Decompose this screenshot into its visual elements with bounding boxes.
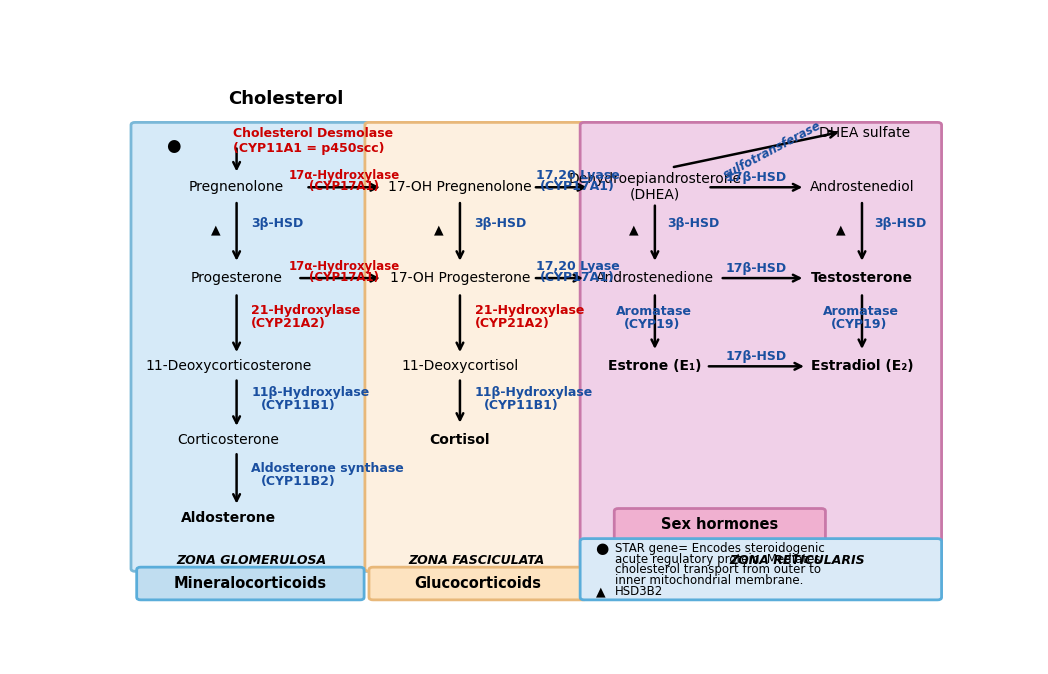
Text: 17β-HSD: 17β-HSD [726,171,787,185]
Text: 3β-HSD: 3β-HSD [667,217,719,230]
Text: 11β-Hydroxylase: 11β-Hydroxylase [252,386,370,399]
Text: Dehydroepiandrosterone: Dehydroepiandrosterone [568,173,741,187]
Text: 17-OH Pregnenolone: 17-OH Pregnenolone [388,180,531,194]
Text: Sex hormones: Sex hormones [661,517,779,532]
Text: (CYP19): (CYP19) [831,318,888,332]
Text: (CYP17A1): (CYP17A1) [309,270,379,284]
Text: Glucocorticoids: Glucocorticoids [414,576,542,590]
Text: 3β-HSD: 3β-HSD [252,217,304,230]
Text: ZONA GLOMERULOSA: ZONA GLOMERULOSA [176,555,326,568]
Text: ZONA RETICULARIS: ZONA RETICULARIS [729,555,865,568]
Text: (CYP11B1): (CYP11B1) [484,399,559,412]
Text: 17-OH Progesterone: 17-OH Progesterone [390,271,530,285]
Text: (CYP21A2): (CYP21A2) [252,317,326,330]
Text: ▲: ▲ [595,585,605,598]
Text: (CYP21A2): (CYP21A2) [475,317,549,330]
Text: 11-Deoxycortisol: 11-Deoxycortisol [401,359,519,373]
Text: ▲: ▲ [836,224,846,237]
Text: Estradiol (E₂): Estradiol (E₂) [811,359,913,373]
Text: sulfotransferase: sulfotransferase [721,119,824,181]
Text: (CYP17A1): (CYP17A1) [541,180,615,193]
Text: STAR gene= Encodes steroidogenic: STAR gene= Encodes steroidogenic [615,543,825,555]
Text: cholesterol transport from outer to: cholesterol transport from outer to [615,563,821,576]
Text: acute regulatory protein. Mediates: acute regulatory protein. Mediates [615,553,821,566]
Text: Aldosterone: Aldosterone [181,511,276,525]
Text: Mineralocorticoids: Mineralocorticoids [174,576,327,590]
Text: 3β-HSD: 3β-HSD [475,217,527,230]
Text: Cholesterol Desmolase: Cholesterol Desmolase [233,127,393,140]
Text: HSD3B2: HSD3B2 [615,585,663,598]
Text: 17β-HSD: 17β-HSD [726,262,787,275]
Text: Aldosterone synthase: Aldosterone synthase [252,462,403,475]
FancyBboxPatch shape [614,508,826,541]
Text: ▲: ▲ [629,224,638,237]
Text: Aromatase: Aromatase [616,305,692,318]
FancyBboxPatch shape [581,539,941,600]
Text: 17,20 Lyase: 17,20 Lyase [536,260,619,273]
FancyBboxPatch shape [369,567,587,600]
Text: ▲: ▲ [434,224,443,237]
Text: Progesterone: Progesterone [191,271,283,285]
Text: ●: ● [166,137,180,155]
Text: Aromatase: Aromatase [823,305,899,318]
FancyBboxPatch shape [136,567,364,600]
Text: 17α-Hydroxylase: 17α-Hydroxylase [288,260,400,273]
Text: Androstenedione: Androstenedione [596,271,714,285]
Text: (CYP11B2): (CYP11B2) [261,475,335,488]
Text: ▲: ▲ [211,224,220,237]
Text: Testosterone: Testosterone [811,271,913,285]
Text: Estrone (E₁): Estrone (E₁) [608,359,701,373]
Text: inner mitochondrial membrane.: inner mitochondrial membrane. [615,574,804,586]
FancyBboxPatch shape [365,123,588,572]
Text: ZONA FASCICULATA: ZONA FASCICULATA [408,555,544,568]
Text: 11β-Hydroxylase: 11β-Hydroxylase [475,386,593,399]
Text: ●: ● [595,541,609,557]
FancyBboxPatch shape [131,123,371,572]
Text: Pregnenolone: Pregnenolone [189,180,284,194]
Text: (CYP11B1): (CYP11B1) [261,399,335,412]
Text: (CYP19): (CYP19) [624,318,680,332]
Text: DHEA sulfate: DHEA sulfate [818,126,910,140]
Text: (CYP11A1 = p450scc): (CYP11A1 = p450scc) [233,142,384,155]
Text: 11-Deoxycorticosterone: 11-Deoxycorticosterone [146,359,311,373]
Text: Androstenediol: Androstenediol [810,180,914,194]
Text: 17α-Hydroxylase: 17α-Hydroxylase [288,169,400,183]
Text: 17β-HSD: 17β-HSD [726,350,787,363]
Text: (DHEA): (DHEA) [630,187,680,201]
FancyBboxPatch shape [581,123,941,572]
Text: (CYP17A1): (CYP17A1) [541,270,615,284]
Text: Corticosterone: Corticosterone [177,433,280,447]
Text: 21-Hydroxylase: 21-Hydroxylase [475,304,584,317]
Text: (CYP17A1): (CYP17A1) [309,180,379,193]
Text: 3β-HSD: 3β-HSD [874,217,926,230]
Text: 17,20 Lyase: 17,20 Lyase [536,169,619,183]
Text: Cholesterol: Cholesterol [228,90,344,108]
Text: 21-Hydroxylase: 21-Hydroxylase [252,304,361,317]
Text: Cortisol: Cortisol [430,433,490,447]
